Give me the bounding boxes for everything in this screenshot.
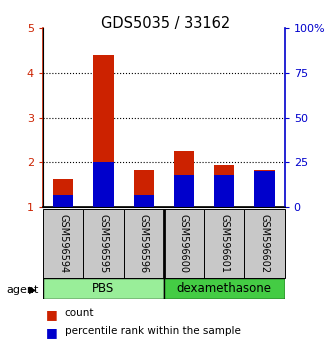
Bar <box>174 175 194 207</box>
Text: agent: agent <box>7 285 39 295</box>
Bar <box>134 195 154 207</box>
Bar <box>164 278 285 299</box>
Bar <box>174 151 194 207</box>
Bar <box>83 209 123 278</box>
Bar <box>214 165 234 207</box>
Text: ▶: ▶ <box>29 285 37 295</box>
Text: GSM596595: GSM596595 <box>98 214 109 273</box>
Bar <box>123 209 164 278</box>
Bar <box>164 209 204 278</box>
Text: GSM596594: GSM596594 <box>58 214 68 273</box>
Bar <box>93 55 114 207</box>
Text: PBS: PBS <box>92 282 115 295</box>
Bar <box>43 278 164 299</box>
Text: GSM596602: GSM596602 <box>260 214 269 273</box>
Bar <box>53 195 73 207</box>
Bar <box>204 209 244 278</box>
Bar <box>255 171 275 207</box>
Text: GSM596596: GSM596596 <box>139 214 149 273</box>
Text: percentile rank within the sample: percentile rank within the sample <box>65 326 240 336</box>
Text: ■: ■ <box>46 308 58 321</box>
Text: GDS5035 / 33162: GDS5035 / 33162 <box>101 16 230 31</box>
Text: GSM596600: GSM596600 <box>179 214 189 273</box>
Bar <box>93 162 114 207</box>
Bar <box>43 209 83 278</box>
Text: GSM596601: GSM596601 <box>219 214 229 273</box>
Bar <box>255 170 275 207</box>
Bar <box>53 179 73 207</box>
Bar <box>244 209 285 278</box>
Bar <box>134 170 154 207</box>
Text: dexamethasone: dexamethasone <box>177 282 272 295</box>
Text: ■: ■ <box>46 326 58 339</box>
Text: count: count <box>65 308 94 318</box>
Bar <box>214 175 234 207</box>
